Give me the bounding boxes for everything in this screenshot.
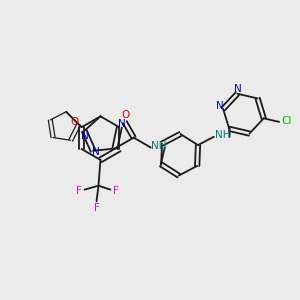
Text: NH: NH	[151, 141, 167, 151]
Text: O: O	[122, 110, 130, 120]
Text: F: F	[76, 186, 82, 196]
Text: N: N	[92, 147, 100, 157]
Text: F: F	[94, 203, 99, 214]
Text: F: F	[113, 186, 119, 196]
Text: NH: NH	[215, 130, 230, 140]
Text: N: N	[216, 101, 224, 111]
Text: O: O	[71, 117, 79, 128]
Text: N: N	[81, 131, 89, 141]
Text: Cl: Cl	[282, 116, 292, 126]
Text: N: N	[235, 84, 242, 94]
Text: N: N	[118, 119, 126, 129]
